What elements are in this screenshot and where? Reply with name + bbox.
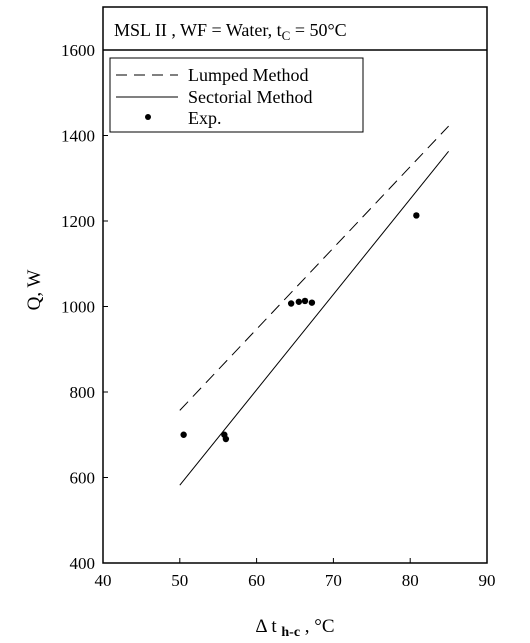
exp-point: [301, 297, 309, 305]
x-title-prefix: Δ t: [255, 616, 281, 637]
y-tick-label: 1600: [61, 41, 95, 60]
x-title-suffix: , °C: [300, 616, 335, 637]
header-suffix: = 50°C: [290, 20, 346, 40]
x-axis: 40 50 60 70 80 90: [95, 558, 496, 590]
y-tick-label: 1200: [61, 212, 95, 231]
x-axis-title: Δ t h-c , °C: [255, 616, 334, 640]
exp-point: [308, 299, 316, 306]
y-tick-label: 1400: [61, 127, 95, 146]
x-tick-label: 90: [479, 571, 496, 590]
exp-point: [413, 212, 420, 219]
header-subscript: C: [282, 28, 291, 43]
x-tick-label: 50: [171, 571, 188, 590]
x-tick-label: 40: [95, 571, 112, 590]
y-tick-label: 1000: [61, 298, 95, 317]
series-layer: [179, 125, 449, 486]
x-title-subscript: h-c: [281, 625, 300, 640]
legend-label-lumped: Lumped Method: [188, 65, 308, 85]
legend-swatch-exp: [145, 114, 151, 120]
exp-point: [295, 298, 303, 305]
legend: Lumped Method Sectorial Method Exp.: [109, 57, 364, 133]
series-line-lumped: [179, 125, 449, 411]
exp-point: [222, 435, 230, 443]
exp-point: [287, 300, 295, 307]
series-line-sectorial: [179, 151, 449, 486]
y-axis: 400 600 800 1000 1200 1400 1600: [61, 41, 108, 573]
x-tick-label: 60: [248, 571, 265, 590]
y-tick-label: 400: [70, 554, 96, 573]
y-tick-label: 600: [70, 469, 96, 488]
x-tick-label: 70: [325, 571, 342, 590]
header-prefix: MSL II , WF = Water, t: [114, 20, 282, 40]
legend-label-sectorial: Sectorial Method: [188, 87, 312, 107]
y-axis-title: Q, W: [24, 270, 45, 311]
legend-label-exp: Exp.: [188, 108, 222, 128]
x-tick-label: 80: [402, 571, 419, 590]
plot-frame: [102, 6, 488, 564]
legend-box: [109, 57, 364, 133]
exp-point: [180, 431, 187, 438]
chart-header: MSL II , WF = Water, tC = 50°C: [114, 20, 347, 43]
y-tick-label: 800: [70, 383, 96, 402]
